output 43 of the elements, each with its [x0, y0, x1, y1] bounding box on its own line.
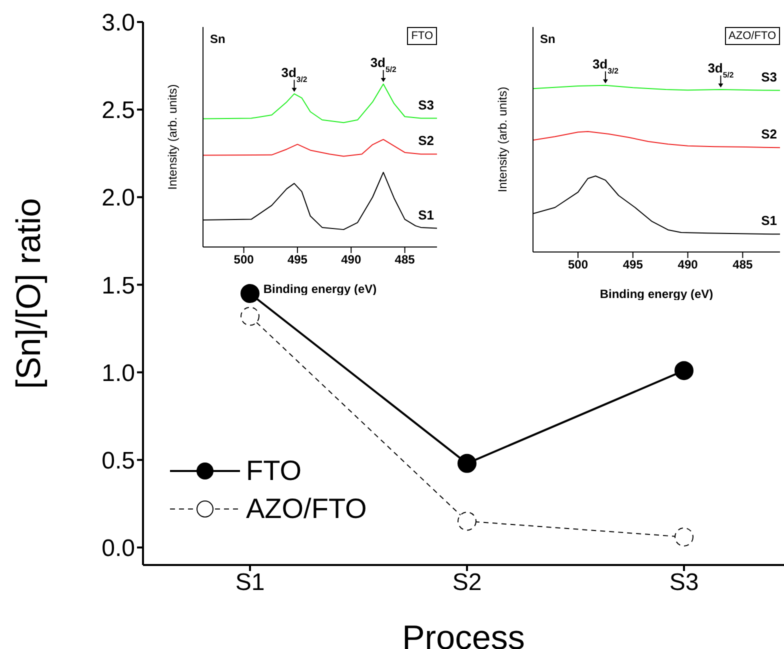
series-label: S2: [418, 133, 434, 148]
point: [240, 306, 260, 326]
annotation: FTO: [407, 27, 437, 45]
x-tick-label: 495: [287, 252, 308, 267]
annotation: 3d$_{5/2}$: [370, 55, 397, 74]
y-tick-label: 2.5: [102, 97, 135, 124]
x-tick-label: 500: [234, 252, 254, 267]
x-tick-label: 500: [568, 258, 588, 272]
annotation: Sn: [540, 32, 556, 46]
annotation: 3d$_{5/2}$: [708, 60, 734, 79]
y-tick-label: 0.5: [102, 447, 135, 474]
series-label: S1: [761, 213, 777, 228]
x-tick-label: 490: [678, 258, 698, 272]
series-label: S2: [761, 126, 777, 142]
y-axis-title: [Sn]/[O] ratio: [10, 198, 48, 389]
series-label: S1: [418, 207, 434, 222]
point: [458, 512, 476, 531]
point: [674, 361, 694, 380]
x-tick-label: S1: [235, 569, 265, 596]
legend-label: FTO: [246, 455, 302, 487]
point: [458, 454, 476, 473]
x-tick-label: 490: [341, 252, 362, 267]
x-tick-label: S2: [452, 569, 482, 596]
annotation: 3d$_{3/2}$: [281, 64, 308, 84]
y-tick-label: 1.0: [102, 360, 135, 387]
y-tick-label: 1.5: [102, 272, 135, 300]
point: [674, 527, 694, 546]
x-tick-label: S3: [669, 569, 699, 596]
legend-label: AZO/FTO: [246, 493, 367, 525]
y-axis-title: Intensity (arb. units): [495, 86, 510, 192]
y-tick-label: 2.0: [102, 184, 135, 212]
y-tick-label: 3.0: [102, 10, 135, 37]
y-axis-title: Intensity (arb. units): [165, 84, 180, 190]
annotation: Sn: [210, 32, 226, 46]
x-tick-label: 485: [394, 252, 416, 267]
series-label: S3: [761, 69, 777, 84]
x-tick-label: 495: [622, 258, 644, 272]
series-label: S3: [418, 97, 434, 112]
annotation: 3d$_{3/2}$: [592, 56, 620, 75]
y-tick-label: 0.0: [102, 535, 135, 562]
x-tick-label: 485: [732, 258, 754, 272]
annotation: AZO/FTO: [724, 27, 780, 45]
point: [240, 284, 260, 303]
